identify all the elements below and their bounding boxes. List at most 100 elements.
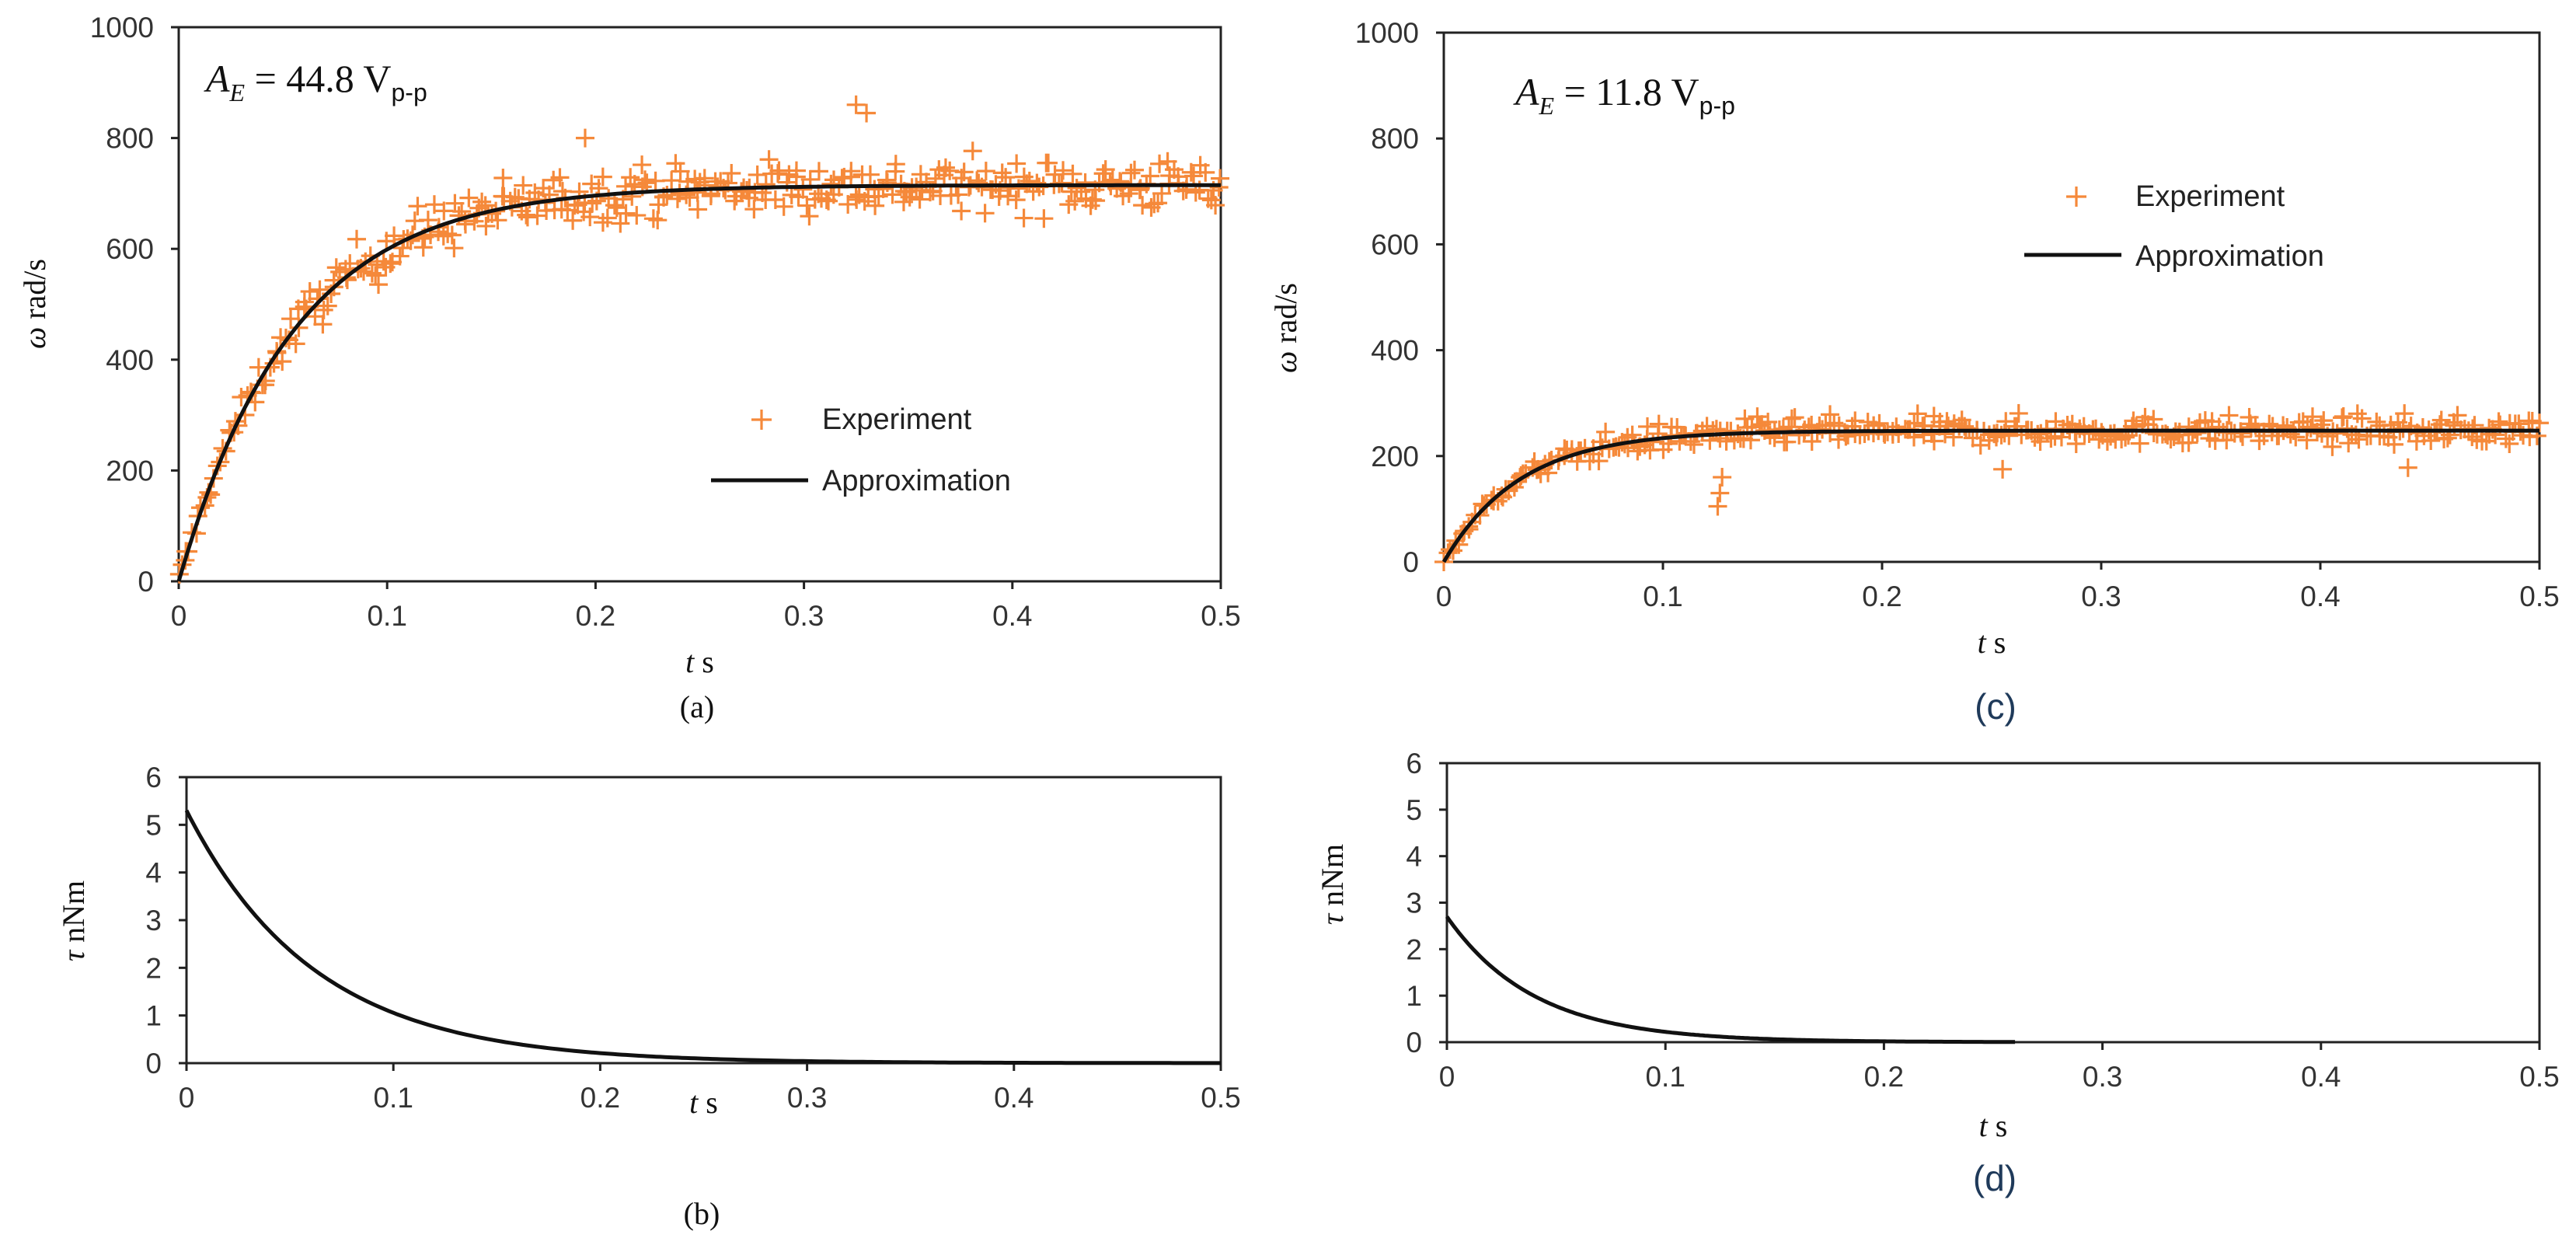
- experiment-point: [1710, 483, 1730, 503]
- y-tick-label: 3: [145, 905, 162, 936]
- experiment-point: [1971, 435, 1990, 455]
- experiment-point: [616, 204, 636, 223]
- experiment-point: [855, 192, 874, 211]
- experiment-point: [1034, 209, 1054, 228]
- x-tick-label: 0.3: [2083, 1061, 2122, 1093]
- experiment-point: [900, 187, 919, 207]
- experiment-point: [381, 254, 400, 274]
- x-tick-label: 0.3: [787, 1082, 827, 1114]
- y-tick-label: 4: [1406, 841, 1422, 873]
- experiment-point: [1785, 408, 1804, 427]
- experiment-point: [326, 258, 346, 277]
- plot-frame: [185, 776, 1222, 1065]
- experiment-point: [2302, 407, 2322, 427]
- x-tick-label: 0.1: [1643, 581, 1682, 612]
- experiment-point: [999, 187, 1018, 206]
- y-tick-label: 2: [1406, 933, 1422, 965]
- y-tick-label: 1000: [90, 12, 154, 44]
- experiment-point: [1924, 431, 1943, 451]
- experiment-point: [2009, 403, 2028, 423]
- experiment-point: [886, 155, 905, 174]
- experiment-point: [1649, 414, 1668, 434]
- experiment-point: [737, 180, 757, 200]
- y-tick-label: 800: [106, 123, 154, 155]
- experiment-point: [2352, 409, 2372, 428]
- experiment-point: [2398, 458, 2417, 477]
- experiment-point: [1096, 160, 1115, 180]
- experiment-point: [952, 201, 971, 221]
- experiment-point: [1054, 161, 1073, 180]
- x-tick-label: 0.2: [576, 600, 615, 632]
- experiment-point: [1813, 420, 1832, 439]
- plot-frame: [1445, 762, 2541, 1044]
- experiment-point: [318, 296, 337, 316]
- experiment-point: [643, 209, 663, 228]
- y-tick-label: 200: [106, 455, 154, 486]
- y-tick-label: 6: [145, 762, 162, 793]
- y-tick-label: 1000: [1355, 17, 1419, 49]
- experiment-point: [846, 95, 866, 114]
- y-tick-label: 5: [145, 809, 162, 841]
- x-tick-label: 0: [171, 600, 187, 632]
- experiment-point: [2395, 404, 2414, 424]
- experiment-point: [789, 187, 808, 207]
- experiment-point: [438, 224, 458, 243]
- experiment-point: [1777, 432, 1797, 452]
- experiment-point: [1713, 468, 1732, 487]
- chart-d: 0 0.1 0.2 0.3 0.4 0.5 0 1 2 3 4 5 6 t s τ nNm (d): [1315, 748, 2560, 1198]
- experiment-point: [2219, 406, 2239, 425]
- experiment-point: [2463, 419, 2483, 438]
- experiment-point: [627, 206, 647, 225]
- experiment-point: [1684, 434, 1703, 454]
- experiment-point: [800, 207, 819, 226]
- x-tick-label: 0.1: [1645, 1061, 1685, 1093]
- experiment-point: [2384, 434, 2403, 454]
- experiment-point: [563, 211, 583, 230]
- experiment-point: [1206, 196, 1225, 215]
- experiment-point: [418, 211, 437, 230]
- experiment-point: [688, 200, 708, 219]
- experiment-point: [866, 196, 885, 215]
- approximation-line: [176, 183, 1221, 582]
- x-tick-label: 0.5: [1201, 600, 1240, 632]
- chart-b: 0 0.1 0.2 0.3 0.4 0.5 0 1 2 3 4 5 6 t s τ nNm (b): [56, 762, 1241, 1231]
- experiment-point: [910, 190, 929, 209]
- experiment-point: [1596, 422, 1616, 441]
- experiment-point: [580, 208, 600, 227]
- experiment-point: [434, 201, 454, 221]
- y-axis-label: ω rad/s: [1268, 283, 1303, 373]
- experiment-point: [575, 128, 594, 148]
- y-tick-label: 6: [1406, 748, 1422, 779]
- experiment-point: [493, 169, 513, 188]
- x-tick-label: 0.4: [992, 600, 1032, 632]
- experiment-point: [646, 171, 665, 190]
- x-axis-label: t s: [685, 644, 714, 679]
- experiment-point: [949, 185, 968, 204]
- x-axis-label: t s: [689, 1085, 718, 1120]
- experiment-point: [1149, 194, 1168, 213]
- experiment-point: [1184, 166, 1204, 186]
- experiment-point: [963, 141, 982, 161]
- experiment-point: [976, 162, 995, 181]
- experiment-point: [1908, 404, 1927, 424]
- y-axis-label: τ nNm: [1315, 844, 1350, 925]
- experiment-point: [722, 163, 741, 183]
- experiment-point: [314, 300, 333, 319]
- experiment-point: [424, 195, 444, 214]
- chart-c: 0 0.1 0.2 0.3 0.4 0.5 0 200 400 600 800 1000 t s ω ra…: [1268, 17, 2560, 727]
- experiment-point: [1063, 164, 1082, 183]
- experiment-point: [2250, 431, 2269, 451]
- torque-line: [1445, 915, 2016, 1044]
- amplitude-annotation: AE = 44.8 Vp-p: [204, 57, 427, 106]
- experiment-series: [169, 95, 1230, 584]
- experiment-point: [975, 204, 995, 223]
- experiment-point: [295, 297, 314, 316]
- experiment-point: [662, 171, 681, 190]
- experiment-point: [2500, 434, 2519, 454]
- experiment-point: [1821, 405, 1840, 424]
- experiment-point: [1196, 162, 1215, 182]
- experiment-point: [793, 180, 813, 199]
- experiment-point: [550, 168, 570, 187]
- y-axis-label: ω rad/s: [17, 259, 52, 349]
- y-tick-label: 1: [145, 1000, 162, 1032]
